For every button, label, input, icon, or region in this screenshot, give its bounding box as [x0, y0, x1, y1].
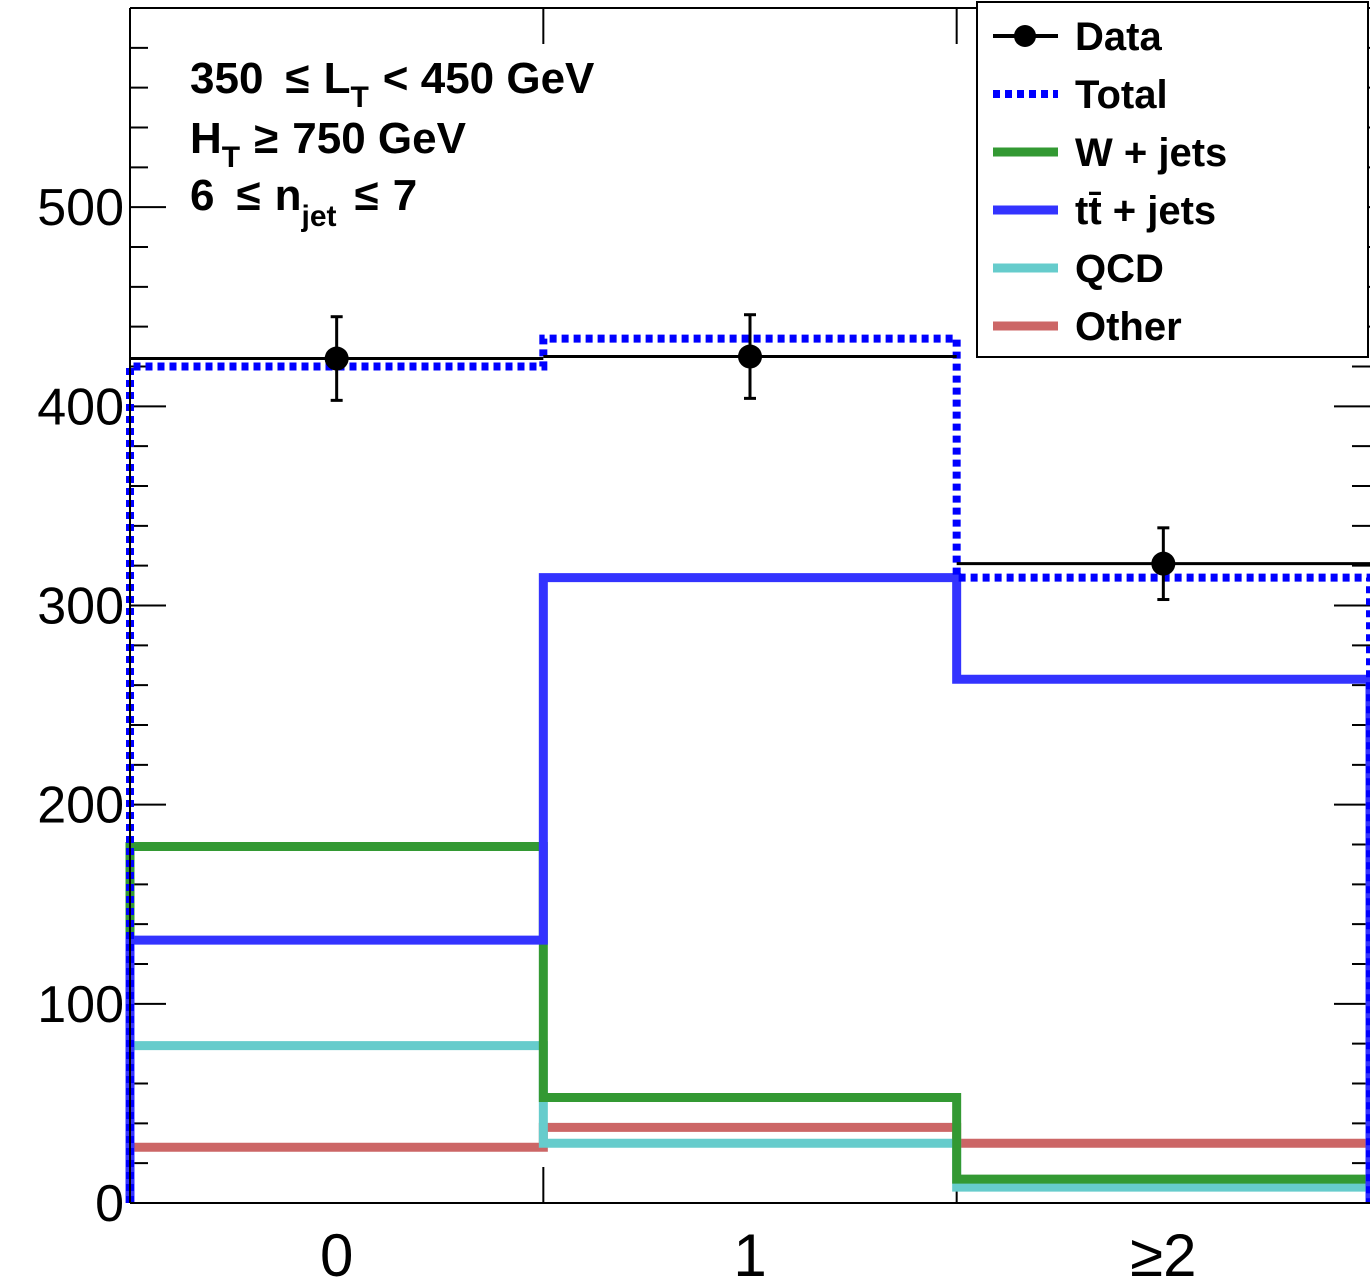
- x-tick-label: 0: [320, 1222, 353, 1282]
- legend-wjets: W + jets: [1075, 131, 1227, 175]
- legend-data: Data: [1075, 15, 1162, 59]
- x-tick-label: 1: [733, 1222, 766, 1282]
- data-points: [130, 313, 1370, 602]
- legend: Data Total W + jets tt̄ + jets QCD Other: [976, 1, 1369, 358]
- cut-label-lt: 350 ≤ LT < 450 GeV: [190, 54, 595, 114]
- series-line-qcd: [125, 1041, 1370, 1203]
- legend-box: [976, 1, 1369, 358]
- y-tick-label: 100: [37, 976, 124, 1034]
- data-point: [324, 346, 349, 371]
- cut-labels: 350 ≤ LT < 450 GeV HT ≥750 GeV 6 ≤ njet ≤7: [190, 54, 595, 233]
- legend-qcd: QCD: [1075, 247, 1164, 291]
- series-line-wjets: [125, 841, 1370, 1203]
- cut-label-ht: HT ≥750 GeV: [190, 114, 467, 174]
- legend-marker-data-point: [1014, 25, 1036, 47]
- series-line-other: [125, 1122, 1370, 1203]
- series-line-total: [126, 334, 1370, 1203]
- x-tick-label: ≥2: [1130, 1222, 1196, 1282]
- cut-label-njet: 6 ≤ njet ≤7: [190, 171, 417, 233]
- data-point: [738, 344, 762, 369]
- y-tick-label: 500: [37, 179, 124, 237]
- y-tick-label: 300: [37, 578, 124, 636]
- legend-ttjets: tt̄ + jets: [1075, 189, 1216, 233]
- y-tick-label: 0: [95, 1175, 124, 1233]
- series-lines: [125, 334, 1370, 1203]
- data-point: [1151, 551, 1176, 576]
- y-tick-label: 400: [37, 378, 124, 436]
- tick-labels: 0 100 200 300 400 500 0 1 ≥2: [37, 179, 1196, 1282]
- legend-other: Other: [1075, 305, 1182, 349]
- legend-total: Total: [1075, 73, 1168, 117]
- series-line-ttjets: [125, 573, 1370, 1203]
- legend-markers: [993, 25, 1058, 331]
- y-tick-label: 200: [37, 777, 124, 835]
